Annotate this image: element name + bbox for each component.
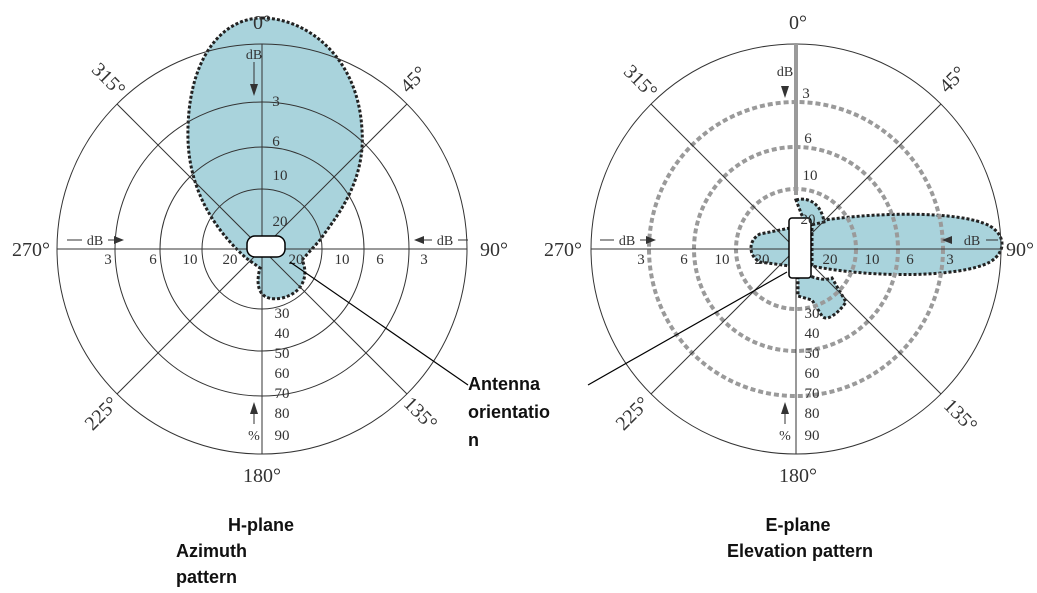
e-plane-left-arrow xyxy=(942,236,952,244)
e-plane-angle-135: 135° xyxy=(939,395,981,437)
h-plane-db-unit-left: dB xyxy=(87,234,103,249)
h-plane-ring-label-3-left: 3 xyxy=(104,252,112,268)
antenna-orientation-annotation: Antenna orientatio n xyxy=(289,261,788,450)
e-plane-pct-90: 90 xyxy=(805,428,820,444)
e-plane-ring-label-10-top: 10 xyxy=(803,168,818,184)
e-plane-db-unit-left: dB xyxy=(619,234,635,249)
h-plane-ring-label-6-right: 6 xyxy=(376,252,384,268)
h-plane-angle-225: 225° xyxy=(81,393,123,435)
h-plane-angle-0: 0° xyxy=(253,12,271,34)
h-plane-db-unit-right: dB xyxy=(437,234,453,249)
h-plane-antenna-device xyxy=(246,235,286,258)
e-plane-pct-50: 50 xyxy=(805,346,820,362)
e-plane-caption-line1: E-plane xyxy=(765,515,830,535)
h-plane-right-arrow xyxy=(114,236,124,244)
e-plane-caption-line2: Elevation pattern xyxy=(727,541,873,561)
h-plane-ring-label-3-right: 3 xyxy=(420,252,428,268)
e-plane-antenna-device xyxy=(788,217,812,279)
annotation-leader-left xyxy=(289,261,469,386)
h-plane-angle-90: 90° xyxy=(480,239,508,261)
e-plane-ring-label-3-right: 3 xyxy=(946,252,954,268)
e-plane-ring-label-6-right: 6 xyxy=(906,252,914,268)
h-plane-angle-180: 180° xyxy=(243,465,281,487)
annotation-line3: n xyxy=(468,430,479,450)
e-plane-pct-60: 60 xyxy=(805,366,820,382)
e-plane-ring-label-20-left: 20 xyxy=(755,252,770,268)
h-plane-ring-label-20-left: 20 xyxy=(223,252,238,268)
h-plane-db-unit-top: dB xyxy=(246,48,262,63)
e-plane-ring-label-3-left: 3 xyxy=(637,252,645,268)
h-plane-angle-315: 315° xyxy=(87,59,129,101)
e-plane-ring-label-3-top: 3 xyxy=(802,86,810,102)
h-plane-angle-45: 45° xyxy=(396,62,431,97)
e-plane-ring-label-20-top: 20 xyxy=(801,212,816,228)
h-plane-angle-270: 270° xyxy=(12,239,50,261)
e-plane-right-arrow xyxy=(646,236,656,244)
e-plane-angle-45: 45° xyxy=(935,62,970,97)
e-plane-lower-lobe xyxy=(796,267,848,320)
h-plane-ring-label-10-right: 10 xyxy=(335,252,350,268)
e-plane-ring-label-10-right: 10 xyxy=(865,252,880,268)
e-plane-upper-lobe xyxy=(794,197,826,228)
h-plane-pct-70: 70 xyxy=(275,386,290,402)
h-plane-chart: 0° 45° 90° 135° 180° 225° 270° 315° dB 3… xyxy=(12,12,508,587)
h-plane-pct-80: 80 xyxy=(275,406,290,422)
e-plane-angle-90: 90° xyxy=(1006,239,1034,261)
h-plane-pct-50: 50 xyxy=(275,346,290,362)
e-plane-angle-225: 225° xyxy=(612,393,654,435)
e-plane-pct-80: 80 xyxy=(805,406,820,422)
h-plane-ring-label-20-top: 20 xyxy=(273,214,288,230)
e-plane-up-arrow xyxy=(781,402,789,414)
annotation-line1: Antenna xyxy=(468,374,541,394)
h-plane-pct-unit: % xyxy=(248,429,260,444)
h-plane-up-arrow xyxy=(250,402,258,414)
e-plane-pct-70: 70 xyxy=(805,386,820,402)
e-plane-db-unit-right: dB xyxy=(964,234,980,249)
h-plane-caption-line1: H-plane xyxy=(228,515,294,535)
e-plane-ring-label-10-left: 10 xyxy=(715,252,730,268)
e-plane-down-arrow xyxy=(781,86,789,98)
e-plane-ring-label-20-right: 20 xyxy=(823,252,838,268)
h-plane-pct-90: 90 xyxy=(275,428,290,444)
h-plane-caption-line3: pattern xyxy=(176,567,237,587)
e-plane-chart: 0° 45° 90° 135° 180° 225° 270° 315° dB 3… xyxy=(544,12,1034,561)
e-plane-pct-40: 40 xyxy=(805,326,820,342)
e-plane-pct-unit: % xyxy=(779,429,791,444)
h-plane-ring-label-6-left: 6 xyxy=(149,252,157,268)
annotation-line2: orientatio xyxy=(468,402,550,422)
e-plane-ring-label-6-left: 6 xyxy=(680,252,688,268)
e-plane-main-lobe xyxy=(810,212,1004,277)
e-plane-pct-30: 30 xyxy=(805,306,820,322)
e-plane-angle-270: 270° xyxy=(544,239,582,261)
h-plane-ring-label-10-left: 10 xyxy=(183,252,198,268)
annotation-leader-right xyxy=(587,271,788,386)
h-plane-ring-label-6-top: 6 xyxy=(272,134,280,150)
h-plane-pct-60: 60 xyxy=(275,366,290,382)
e-plane-ring-label-6-top: 6 xyxy=(804,131,812,147)
e-plane-angle-180: 180° xyxy=(779,465,817,487)
e-plane-db-unit-top: dB xyxy=(777,65,793,80)
h-plane-caption-line2: Azimuth xyxy=(176,541,247,561)
h-plane-angle-135: 135° xyxy=(399,393,441,435)
e-plane-rear-lobe xyxy=(749,226,792,268)
h-plane-pct-40: 40 xyxy=(275,326,290,342)
h-plane-ring-label-3-top: 3 xyxy=(272,94,280,110)
h-plane-down-arrow xyxy=(250,84,258,96)
e-plane-angle-0: 0° xyxy=(789,12,807,34)
h-plane-pct-30: 30 xyxy=(275,306,290,322)
e-plane-angle-315: 315° xyxy=(619,61,661,103)
h-plane-left-arrow xyxy=(414,236,424,244)
h-plane-ring-label-10-top: 10 xyxy=(273,168,288,184)
